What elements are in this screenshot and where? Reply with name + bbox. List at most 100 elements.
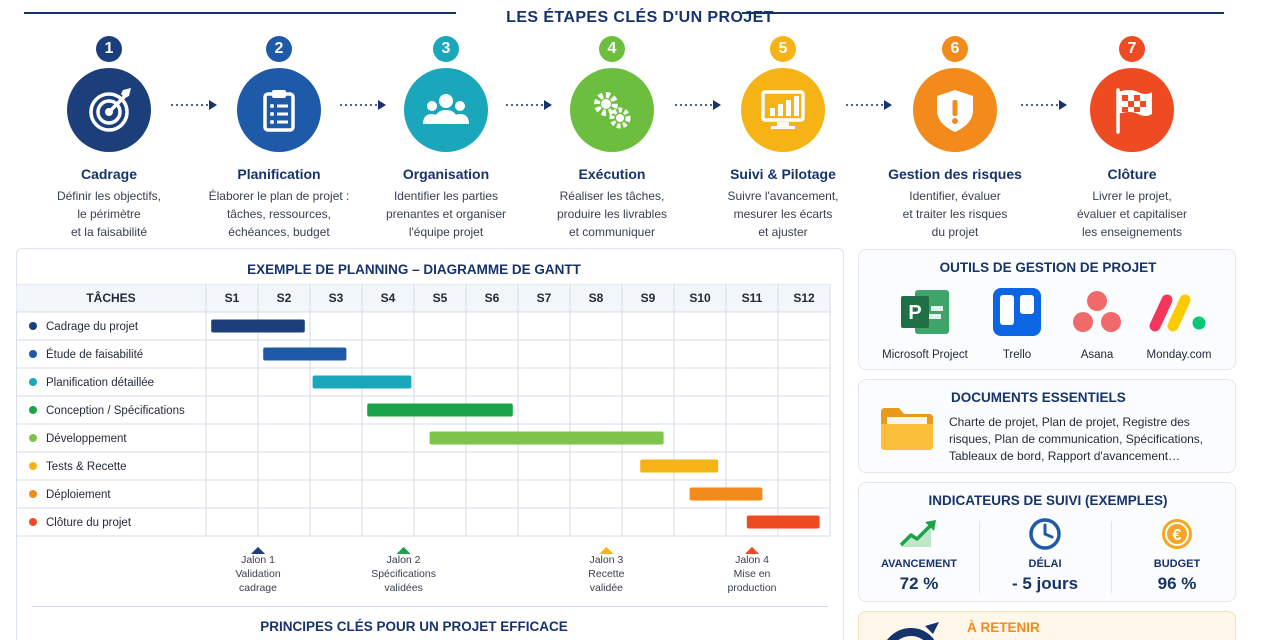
task-label: Planification détaillée	[46, 377, 154, 389]
step-title: Gestion des risques	[888, 166, 1022, 182]
kpi-divider	[1111, 521, 1112, 593]
milestone-diamond	[250, 546, 266, 554]
step-description: Identifier les parties prenantes et orga…	[385, 189, 507, 239]
header-rule-left	[24, 12, 456, 14]
step-number: 3	[433, 36, 459, 62]
kpi-avancement: AVANCEMENT 72 %	[859, 517, 979, 594]
header-rule-right	[742, 12, 1224, 14]
task-bullet	[29, 434, 37, 442]
clock-icon	[1029, 518, 1061, 550]
task-bullet	[29, 490, 37, 498]
tool-label: Monday.com	[1146, 349, 1212, 361]
svg-text:P: P	[908, 302, 921, 324]
step-icon-circle	[1090, 68, 1174, 152]
tool-ms-project: P Microsoft Project	[877, 286, 973, 361]
step-2: 2 Planification Élaborer le plan de projet…	[194, 36, 364, 241]
milestone-label: Jalon 1 Validation cadrage	[235, 554, 281, 594]
tool-label: Trello	[1002, 349, 1032, 361]
week-label: S5	[433, 291, 448, 305]
flow-arrow-icon	[846, 100, 892, 110]
step-number: 2	[266, 36, 292, 62]
week-label: S8	[589, 291, 604, 305]
kpi-budget: € BUDGET 96 %	[1117, 517, 1237, 594]
target-arrow-icon	[886, 622, 939, 640]
kpi-delai: DÉLAI - 5 jours	[985, 517, 1105, 594]
step-6: 6 Gestion des risques Identifier, évaluer …	[870, 36, 1040, 241]
milestone-label: Jalon 3 Recette validée	[588, 554, 625, 594]
task-bullet	[29, 462, 37, 470]
kpi-value: 96 %	[1157, 574, 1197, 593]
flow-arrow-icon	[674, 100, 721, 110]
folder-icon	[881, 408, 933, 450]
step-icon-circle	[913, 68, 997, 152]
week-label: S12	[793, 291, 815, 305]
shield-warning-icon	[937, 90, 973, 132]
gears-icon	[594, 92, 631, 129]
task-bar	[746, 515, 820, 529]
kpi-divider	[979, 521, 980, 593]
trend-up-icon	[899, 520, 936, 547]
step-number: 4	[599, 36, 625, 62]
step-description: Élaborer le plan de projet : tâches, res…	[208, 189, 350, 239]
tasks-header: TÂCHES	[86, 290, 135, 305]
step-icon-circle	[404, 68, 488, 152]
flow-arrow-icon	[171, 100, 217, 110]
milestone-diamond	[396, 546, 411, 554]
week-label: S11	[742, 291, 763, 305]
week-label: S2	[277, 291, 292, 305]
monitor-chart-icon	[761, 90, 805, 129]
milestone-diamond	[599, 546, 614, 554]
task-bar	[312, 375, 412, 389]
step-title: Organisation	[402, 166, 490, 182]
documents-panel: DOCUMENTS ESSENTIELS Charte de projet, P…	[858, 379, 1236, 473]
kpi-label: BUDGET	[1153, 558, 1201, 570]
week-label: S10	[689, 291, 711, 305]
target-icon	[89, 88, 131, 132]
task-bullet	[29, 378, 37, 386]
task-bullet	[29, 518, 37, 526]
gantt-chart: TÂCHES S1 S2 S3 S4 S5 S6 S7 S8 S9 S10 S11 S12 Cadrage…	[16, 284, 831, 554]
step-description: Réaliser les tâches, produire les livrab…	[556, 189, 668, 239]
ms-project-icon: P	[901, 290, 949, 334]
step-number: 1	[96, 36, 122, 62]
gantt-panel	[16, 248, 844, 640]
indicators-panel: INDICATEURS DE SUIVI (EXEMPLES) AVANCEME…	[858, 482, 1236, 602]
tools-title: OUTILS DE GESTION DE PROJET	[939, 260, 1157, 275]
kpi-value: 72 %	[899, 574, 939, 593]
step-7: 7 Clôture Livrer le projet, évaluer et cap…	[1047, 36, 1217, 241]
step-number: 5	[770, 36, 796, 62]
milestone-diamond	[744, 546, 760, 554]
task-label: Tests & Recette	[46, 461, 127, 473]
week-label: S6	[485, 291, 500, 305]
step-5: 5 Suivi & Pilotage Suivre l'avancement, me…	[698, 36, 868, 241]
team-icon	[423, 94, 469, 124]
week-label: S4	[381, 291, 396, 305]
clipboard-icon	[263, 90, 295, 132]
task-bullet	[29, 322, 37, 330]
flow-arrow-icon	[506, 100, 552, 110]
kpi-label: AVANCEMENT	[881, 558, 957, 570]
monday-icon	[1149, 294, 1206, 332]
week-label: S1	[225, 291, 240, 305]
documents-title: DOCUMENTS ESSENTIELS	[951, 390, 1126, 405]
step-description: Identifier, évaluer et traiter les risqu…	[902, 189, 1008, 239]
milestone-label: Jalon 2 Spécifications validées	[371, 554, 436, 594]
step-title: Suivi & Pilotage	[730, 166, 836, 182]
principles-title: PRINCIPES CLÉS POUR UN PROJET EFFICACE	[260, 619, 568, 634]
week-label: S3	[329, 291, 344, 305]
task-label: Cadrage du projet	[46, 321, 139, 333]
milestone-label: Jalon 4 Mise en production	[727, 554, 777, 594]
step-title: Clôture	[1107, 166, 1157, 182]
task-bullet	[29, 350, 37, 358]
kpi-label: DÉLAI	[1028, 558, 1062, 570]
svg-text:€: €	[1173, 527, 1182, 544]
step-icon-circle	[570, 68, 654, 152]
task-bullet	[29, 406, 37, 414]
tool-trello: Trello	[969, 286, 1065, 361]
kpi-value: - 5 jours	[1011, 574, 1079, 593]
tool-label: Microsoft Project	[882, 349, 968, 361]
euro-coin-icon: €	[1162, 519, 1192, 549]
step-3: 3 Organisation Identifier les parties pren…	[361, 36, 531, 241]
week-label: S9	[641, 291, 656, 305]
task-label: Conception / Spécifications	[46, 405, 185, 417]
